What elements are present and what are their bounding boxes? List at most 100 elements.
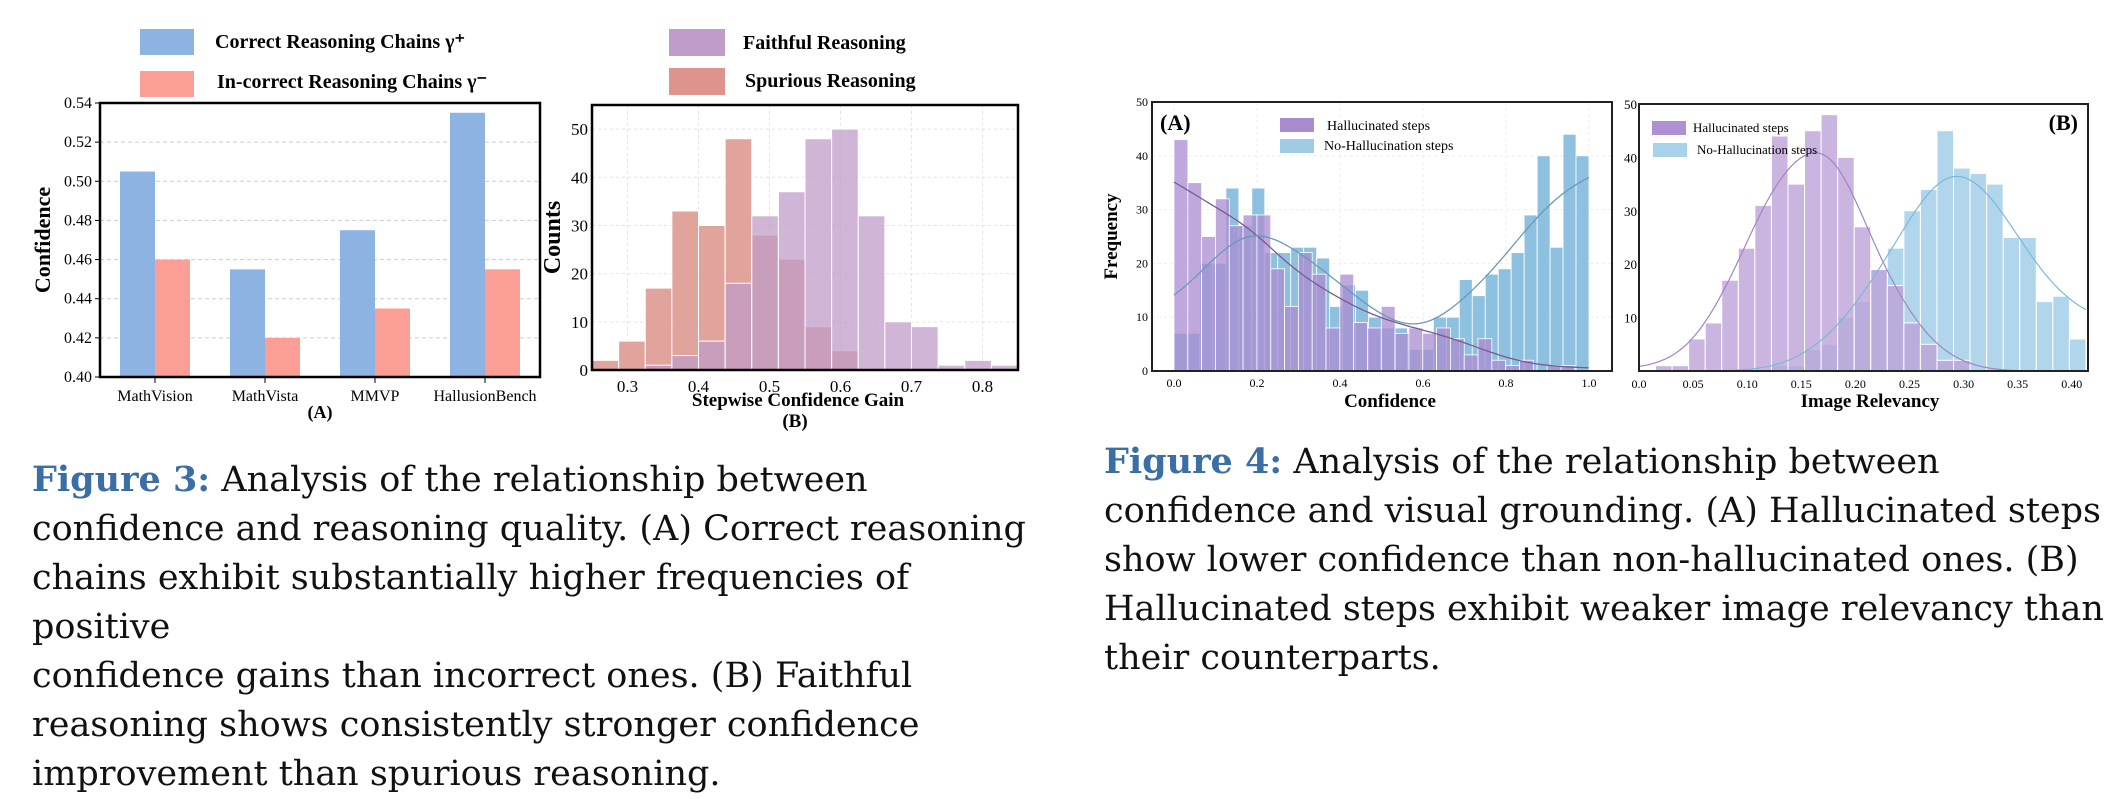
- bar: [340, 230, 375, 377]
- legend-swatch: [1653, 143, 1687, 157]
- hist-bar: [1704, 322, 1723, 372]
- hist-bar: [1228, 225, 1244, 372]
- panel-label: (A): [1160, 110, 1191, 135]
- legend-swatch: [140, 71, 194, 97]
- hist-bar: [1837, 156, 1855, 372]
- hist-bar: [1870, 269, 1888, 372]
- y-tick-label: 0.54: [64, 95, 92, 112]
- figure-4b-histogram: 0.0 0.05 0.10 0.15 0.20 0.25 0.30 0.35 0.40 10 20 3…: [1624, 97, 2089, 412]
- x-tick-label: 0.4: [1333, 376, 1348, 390]
- hist-bar: [1688, 338, 1706, 372]
- hist-bar: [1353, 322, 1368, 372]
- hist-bar: [751, 215, 779, 371]
- hist-bar: [1969, 172, 1988, 372]
- hist-bar: [698, 340, 726, 371]
- x-tick-label: MMVP: [351, 388, 400, 405]
- hist-bar: [724, 282, 753, 371]
- hist-bar: [591, 359, 620, 371]
- hist-bar: [1919, 188, 1938, 372]
- hist-bar: [1936, 359, 1955, 372]
- legend-label: Faithful Reasoning: [743, 32, 906, 54]
- bar: [230, 269, 265, 377]
- y-tick-label: 0: [580, 361, 589, 380]
- legend-swatch: [669, 29, 725, 56]
- x-tick-label: 0.2: [1250, 376, 1265, 390]
- plot-frame: [98, 101, 542, 379]
- y-tick-label: 20: [1136, 256, 1148, 270]
- y-tick-label: 0.52: [64, 134, 92, 151]
- y-tick-label: 40: [571, 168, 588, 187]
- x-axis-label: Image Relevancy: [1801, 391, 1940, 412]
- y-tick-label: 0.40: [64, 369, 92, 386]
- figure-3-label: Figure 3:: [32, 459, 211, 500]
- hist-bar: [1804, 130, 1822, 372]
- hist-bar: [618, 340, 646, 371]
- hist-bar: [2019, 237, 2037, 372]
- hist-bar: [1919, 343, 1938, 372]
- bar: [120, 171, 155, 377]
- hist-bar: [1936, 130, 1955, 372]
- caption-line: show lower confidence than non-hallucina…: [1104, 540, 2079, 580]
- x-tick-label: 0.5: [759, 377, 780, 396]
- hist-bar: [1477, 338, 1493, 372]
- x-tick-label: 0.35: [2007, 377, 2028, 391]
- y-tick-label: 20: [571, 265, 588, 284]
- hist-bar: [2035, 301, 2054, 372]
- kde-curve: [1173, 181, 1589, 369]
- hist-bar: [1173, 139, 1189, 372]
- caption-line: chains exhibit substantially higher freq…: [32, 558, 910, 647]
- y-axis-label: Confidence: [30, 187, 55, 294]
- hist-bar: [1886, 285, 1905, 372]
- x-tick-label: 0.6: [1416, 376, 1431, 390]
- x-tick-label: 0.4: [688, 377, 710, 396]
- hist-bar: [1463, 354, 1479, 372]
- bar: [375, 308, 410, 377]
- legend-label: Hallucinated steps: [1693, 120, 1789, 135]
- hist-bar: [1270, 268, 1285, 372]
- caption-line: their counterparts.: [1104, 638, 1441, 678]
- x-tick-label: 0.8: [972, 377, 993, 396]
- caption-line: Analysis of the relationship between: [221, 460, 868, 500]
- plot-frame: [1151, 101, 1613, 372]
- hist-bar: [1853, 226, 1872, 372]
- hist-bar: [964, 359, 992, 371]
- legend-label: No-Hallucination steps: [1697, 142, 1817, 157]
- x-tick-label: 0.7: [901, 377, 923, 396]
- hist-bar: [1380, 306, 1396, 372]
- hist-bar: [1491, 359, 1507, 372]
- y-tick-label: 20: [1624, 257, 1637, 272]
- hist-bar: [671, 210, 699, 371]
- hist-bar: [1787, 183, 1806, 372]
- panel-label: (B): [2049, 110, 2078, 135]
- x-tick-label: MathVista: [232, 388, 299, 405]
- hist-bar: [2068, 338, 2087, 372]
- hist-bar: [644, 287, 673, 371]
- legend-swatch: [1280, 139, 1314, 153]
- legend-swatch: [669, 68, 725, 95]
- legend-label: Spurious Reasoning: [745, 70, 916, 92]
- x-tick-label: 0.15: [1791, 377, 1812, 391]
- hist-bar: [1549, 246, 1564, 372]
- hist-bar: [1536, 155, 1551, 372]
- x-tick-label: 0.30: [1953, 377, 1974, 391]
- x-axis-label: Confidence: [1344, 391, 1436, 412]
- y-tick-label: 30: [1624, 204, 1637, 219]
- y-axis-label: Counts: [540, 201, 566, 274]
- x-tick-label: 0.05: [1683, 377, 1704, 391]
- hist-bar: [1422, 332, 1437, 372]
- bar: [265, 337, 300, 377]
- hist-bar: [1325, 327, 1341, 372]
- caption-line: confidence and reasoning quality. (A) Co…: [32, 509, 1026, 549]
- hist-bar: [1986, 183, 2004, 372]
- legend-label: Hallucinated steps: [1327, 119, 1430, 134]
- kde-curve: [1173, 176, 1590, 325]
- figure-3a-bar-chart: 0.40 0.42 0.44 0.46 0.48 0.50 0.52 0.54 MathVisi…: [30, 29, 542, 423]
- y-axis-label: Frequency: [1101, 193, 1122, 280]
- hist-bar: [1721, 279, 1739, 372]
- x-tick-label: 1.0: [1582, 376, 1597, 390]
- hist-bar: [1510, 252, 1525, 372]
- x-tick-label: 0.20: [1845, 377, 1866, 391]
- y-tick-label: 50: [1136, 95, 1148, 109]
- bar: [485, 269, 520, 377]
- hist-bar: [857, 215, 886, 371]
